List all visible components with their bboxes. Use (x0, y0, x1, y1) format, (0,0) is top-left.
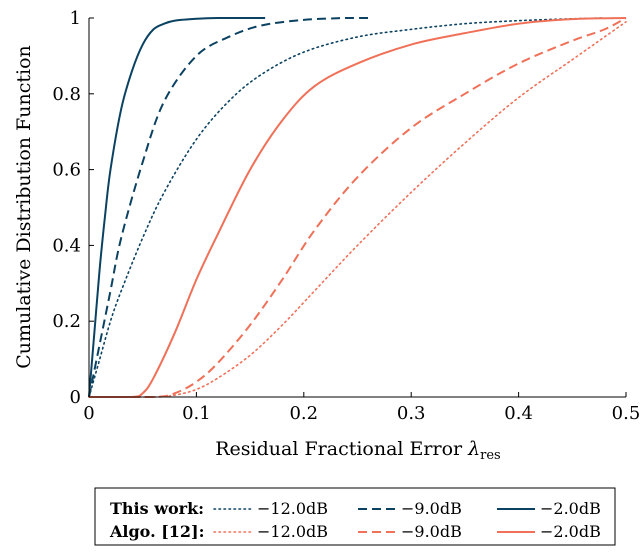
x-axis-title-subscript: res (480, 448, 501, 463)
y-tick-label: 0.2 (52, 311, 81, 332)
x-tick-label: 0.1 (182, 403, 211, 424)
y-tick-label: 0 (70, 387, 81, 408)
x-tick-label: 0.3 (397, 403, 426, 424)
legend-entry-label: −2.0dB (540, 499, 601, 518)
series-line-algo12-3 (88, 20, 627, 398)
legend: This work: −12.0dB −9.0dB −2.0dB Algo. [12]:… (94, 487, 616, 546)
y-tick-label: 1 (70, 8, 81, 29)
x-tick-label: 0.5 (612, 403, 641, 424)
tick-layer: 0 0.1 0.2 0.3 0.4 0.5 0 0.2 0.4 0.6 0.8 1 (52, 8, 640, 424)
legend-entry-label: −12.0dB (257, 499, 328, 518)
x-axis-title: Residual Fractional Error λres (215, 438, 500, 463)
series-line-algo12-5 (89, 17, 627, 398)
series-line-algo12-4 (89, 17, 627, 399)
series-line-this-work-1 (88, 17, 369, 398)
y-tick-label: 0.6 (52, 160, 81, 181)
legend-entry-label: −9.0dB (401, 522, 462, 541)
x-axis-title-text: Residual Fractional Error (215, 438, 463, 460)
y-axis-title: Cumulative Distribution Function (13, 45, 35, 369)
y-tick-label: 0.4 (52, 235, 81, 256)
x-tick-label: 0.2 (289, 403, 318, 424)
legend-box (94, 487, 616, 546)
legend-entry-label: −2.0dB (540, 522, 601, 541)
x-tick-label: 0.4 (504, 403, 533, 424)
x-tick-label: 0 (83, 403, 94, 424)
legend-entry-label: −9.0dB (401, 499, 462, 518)
series-line-this-work-0 (88, 17, 606, 398)
legend-entry-label: −12.0dB (257, 522, 328, 541)
legend-group-label: This work: (110, 499, 204, 518)
legend-entries: This work: −12.0dB −9.0dB −2.0dB Algo. [12]:… (109, 499, 601, 541)
legend-group-label: Algo. [12]: (109, 522, 205, 541)
y-tick-label: 0.8 (52, 84, 81, 105)
x-axis-title-symbol: λ (467, 438, 480, 460)
series-line-this-work-2 (88, 17, 266, 398)
series-layer (88, 17, 627, 399)
